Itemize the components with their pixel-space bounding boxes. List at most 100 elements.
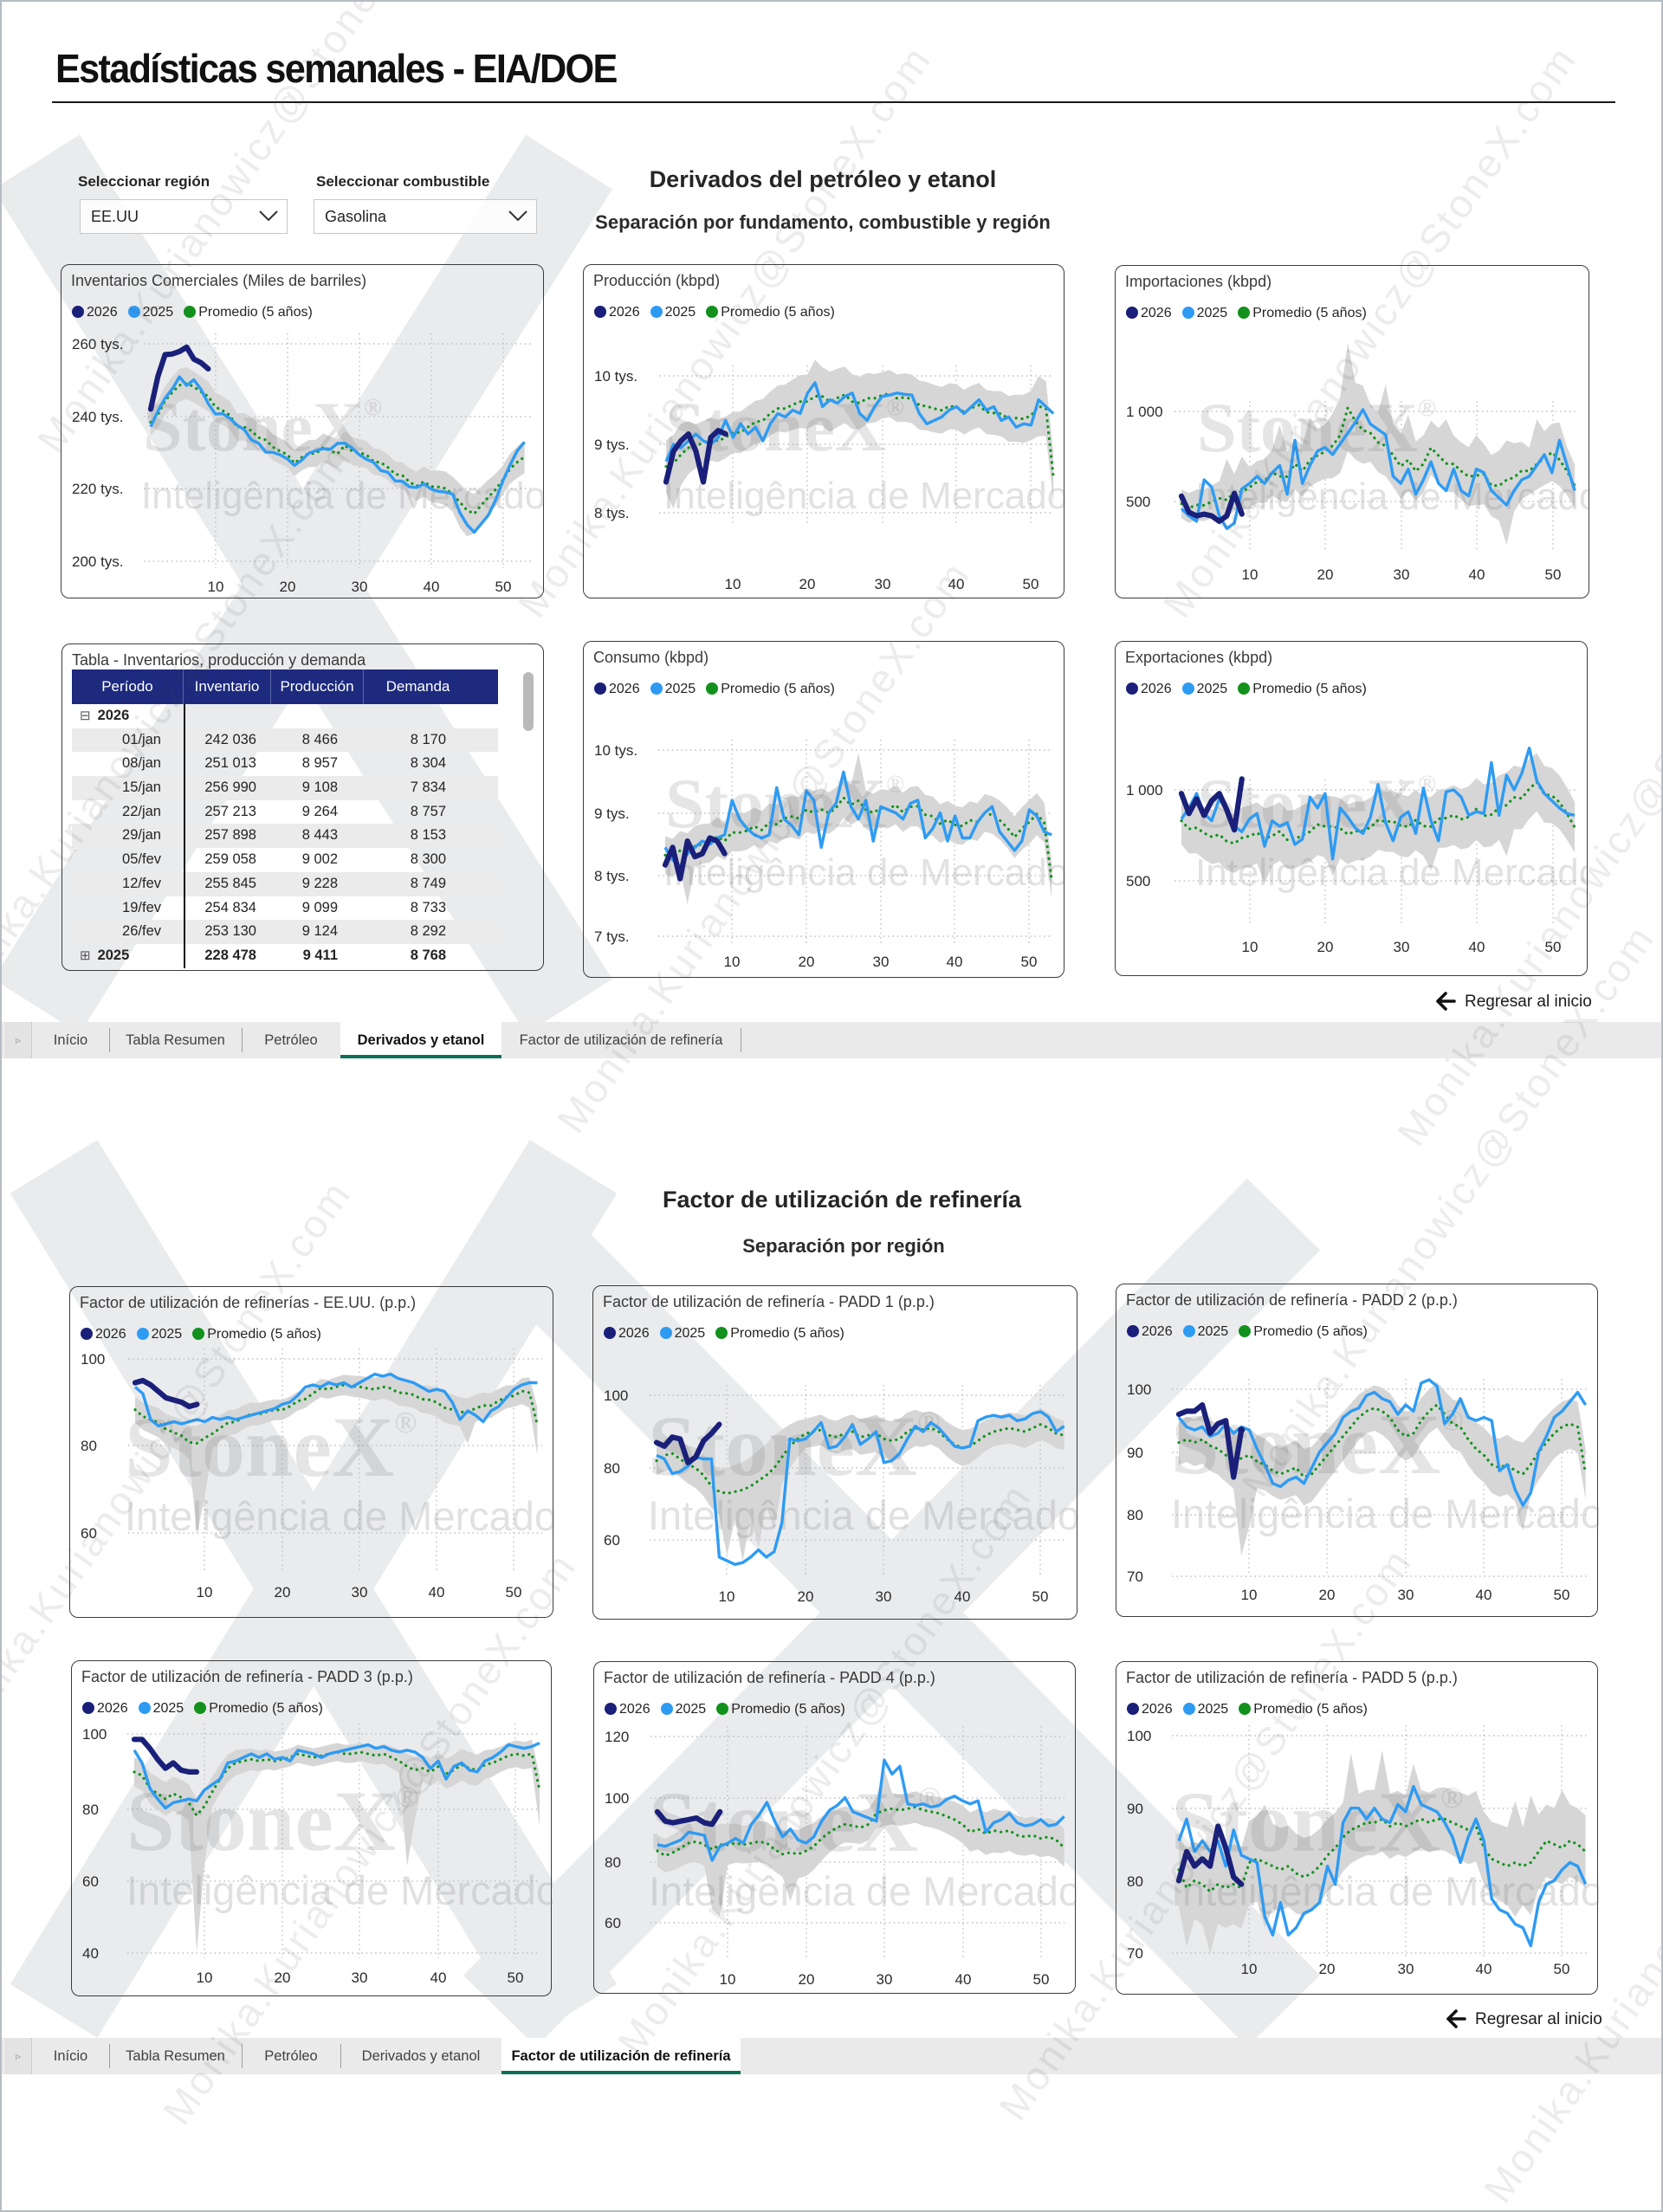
svg-text:9 tys.: 9 tys. [594,437,630,453]
svg-text:20: 20 [799,1971,815,1988]
svg-text:9 tys.: 9 tys. [594,805,630,822]
svg-text:Inteligência de Mercado: Inteligência de Mercado [1171,1868,1599,1914]
svg-text:30: 30 [1398,1961,1414,1977]
svg-text:40: 40 [1476,1961,1492,1977]
svg-text:StoneX®: StoneX® [125,1399,417,1495]
svg-text:40: 40 [82,1945,99,1962]
svg-text:40: 40 [947,954,963,970]
svg-text:1 000: 1 000 [1126,404,1163,420]
svg-text:80: 80 [1127,1507,1143,1523]
svg-text:100: 100 [604,1387,628,1404]
svg-text:90: 90 [1127,1445,1143,1461]
svg-text:Inteligência de Mercado: Inteligência de Mercado [648,1492,1078,1538]
svg-text:80: 80 [82,1801,99,1818]
svg-text:120: 120 [605,1729,629,1745]
svg-text:80: 80 [604,1460,620,1477]
svg-text:200 tys.: 200 tys. [72,553,124,570]
svg-text:30: 30 [875,576,891,592]
svg-text:50: 50 [1554,1587,1570,1603]
svg-text:StoneX®: StoneX® [126,1773,418,1869]
svg-text:20: 20 [280,579,296,595]
svg-text:10: 10 [720,1971,736,1988]
svg-text:10: 10 [208,579,224,595]
svg-text:20: 20 [799,954,815,970]
svg-text:Inteligência de Mercado: Inteligência de Mercado [126,1867,553,1913]
svg-text:10: 10 [725,576,741,592]
svg-text:80: 80 [605,1854,621,1871]
svg-text:30: 30 [1398,1587,1414,1603]
svg-text:8 tys.: 8 tys. [594,505,630,521]
svg-text:40: 40 [1469,566,1485,583]
svg-text:Inteligência de Mercado: Inteligência de Mercado [663,851,1065,894]
svg-text:40: 40 [429,1584,445,1601]
svg-text:StoneX®: StoneX® [648,1398,940,1494]
svg-text:30: 30 [877,1971,893,1988]
svg-text:Inteligência de Mercado: Inteligência de Mercado [1171,1491,1599,1536]
svg-text:50: 50 [1021,954,1038,970]
svg-text:50: 50 [1554,1961,1570,1977]
svg-text:Inteligência de Mercado: Inteligência de Mercado [649,1868,1077,1914]
svg-text:100: 100 [1127,1381,1151,1398]
svg-text:60: 60 [604,1532,620,1549]
svg-text:30: 30 [1394,939,1410,955]
svg-text:30: 30 [352,1969,368,1986]
svg-text:40: 40 [948,576,965,592]
svg-text:8 tys.: 8 tys. [594,868,630,884]
svg-text:50: 50 [506,1584,522,1601]
svg-text:40: 40 [955,1971,972,1988]
svg-text:50: 50 [1023,576,1039,592]
svg-text:60: 60 [605,1915,621,1931]
svg-text:50: 50 [1545,566,1562,583]
svg-text:60: 60 [81,1525,97,1542]
svg-text:20: 20 [1319,1587,1336,1603]
svg-text:20: 20 [275,1584,291,1601]
svg-text:30: 30 [1394,566,1410,583]
svg-text:20: 20 [799,576,816,592]
svg-text:Inteligência de Mercado: Inteligência de Mercado [1195,851,1589,894]
svg-text:Inteligência de Mercado: Inteligência de Mercado [663,475,1065,517]
svg-text:10: 10 [1242,939,1259,955]
svg-text:50: 50 [508,1969,524,1986]
svg-text:30: 30 [873,954,890,970]
svg-text:7 tys.: 7 tys. [594,928,630,945]
svg-text:500: 500 [1126,873,1150,889]
svg-text:10: 10 [1242,566,1259,583]
svg-text:40: 40 [954,1588,971,1605]
svg-text:10: 10 [197,1969,213,1986]
svg-text:70: 70 [1127,1568,1143,1585]
svg-text:40: 40 [1476,1587,1492,1603]
svg-text:1 000: 1 000 [1126,782,1163,799]
svg-text:10 tys.: 10 tys. [594,742,637,759]
svg-text:40: 40 [430,1969,447,1986]
svg-text:80: 80 [1127,1873,1143,1890]
svg-text:30: 30 [352,579,368,595]
svg-text:60: 60 [82,1873,99,1890]
svg-text:40: 40 [1469,939,1485,955]
svg-text:30: 30 [352,1584,368,1601]
svg-text:StoneX®: StoneX® [143,387,382,466]
svg-text:10: 10 [724,954,741,970]
svg-text:20: 20 [798,1588,814,1605]
svg-text:StoneX®: StoneX® [1197,388,1436,467]
svg-text:50: 50 [495,579,512,595]
svg-text:50: 50 [1033,1971,1050,1988]
svg-text:260 tys.: 260 tys. [72,336,124,352]
svg-text:100: 100 [82,1726,107,1743]
svg-text:100: 100 [81,1351,105,1368]
svg-text:70: 70 [1127,1945,1143,1962]
svg-text:20: 20 [1317,566,1334,583]
svg-text:20: 20 [1317,939,1334,955]
svg-text:100: 100 [605,1790,629,1807]
svg-text:10: 10 [197,1584,213,1601]
svg-text:10: 10 [719,1588,735,1605]
svg-text:Inteligência de Mercado: Inteligência de Mercado [125,1493,554,1539]
svg-text:20: 20 [275,1969,291,1986]
svg-text:Inteligência de Mercado: Inteligência de Mercado [141,475,545,517]
svg-text:80: 80 [81,1438,97,1454]
svg-text:10: 10 [1241,1961,1258,1977]
svg-text:100: 100 [1127,1728,1151,1744]
svg-text:90: 90 [1127,1801,1143,1817]
svg-text:500: 500 [1126,494,1150,510]
svg-text:20: 20 [1319,1961,1336,1977]
svg-text:220 tys.: 220 tys. [72,481,124,497]
